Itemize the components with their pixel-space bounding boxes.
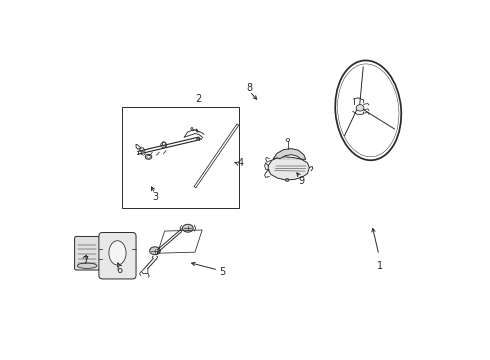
Bar xyxy=(122,107,239,208)
Text: 6: 6 xyxy=(116,265,122,275)
Ellipse shape xyxy=(356,105,364,111)
Polygon shape xyxy=(273,149,306,159)
FancyBboxPatch shape xyxy=(74,237,99,270)
Text: 4: 4 xyxy=(238,158,244,168)
Ellipse shape xyxy=(109,241,126,265)
Text: 2: 2 xyxy=(196,94,202,104)
Text: 1: 1 xyxy=(377,261,383,271)
Ellipse shape xyxy=(77,263,97,269)
Ellipse shape xyxy=(182,224,193,232)
Text: 5: 5 xyxy=(220,267,225,277)
Polygon shape xyxy=(268,157,309,180)
Text: 7: 7 xyxy=(82,256,88,266)
FancyBboxPatch shape xyxy=(99,233,136,279)
Text: 3: 3 xyxy=(152,192,158,202)
Text: 9: 9 xyxy=(298,176,304,186)
Ellipse shape xyxy=(149,247,160,255)
Text: 8: 8 xyxy=(246,83,253,93)
